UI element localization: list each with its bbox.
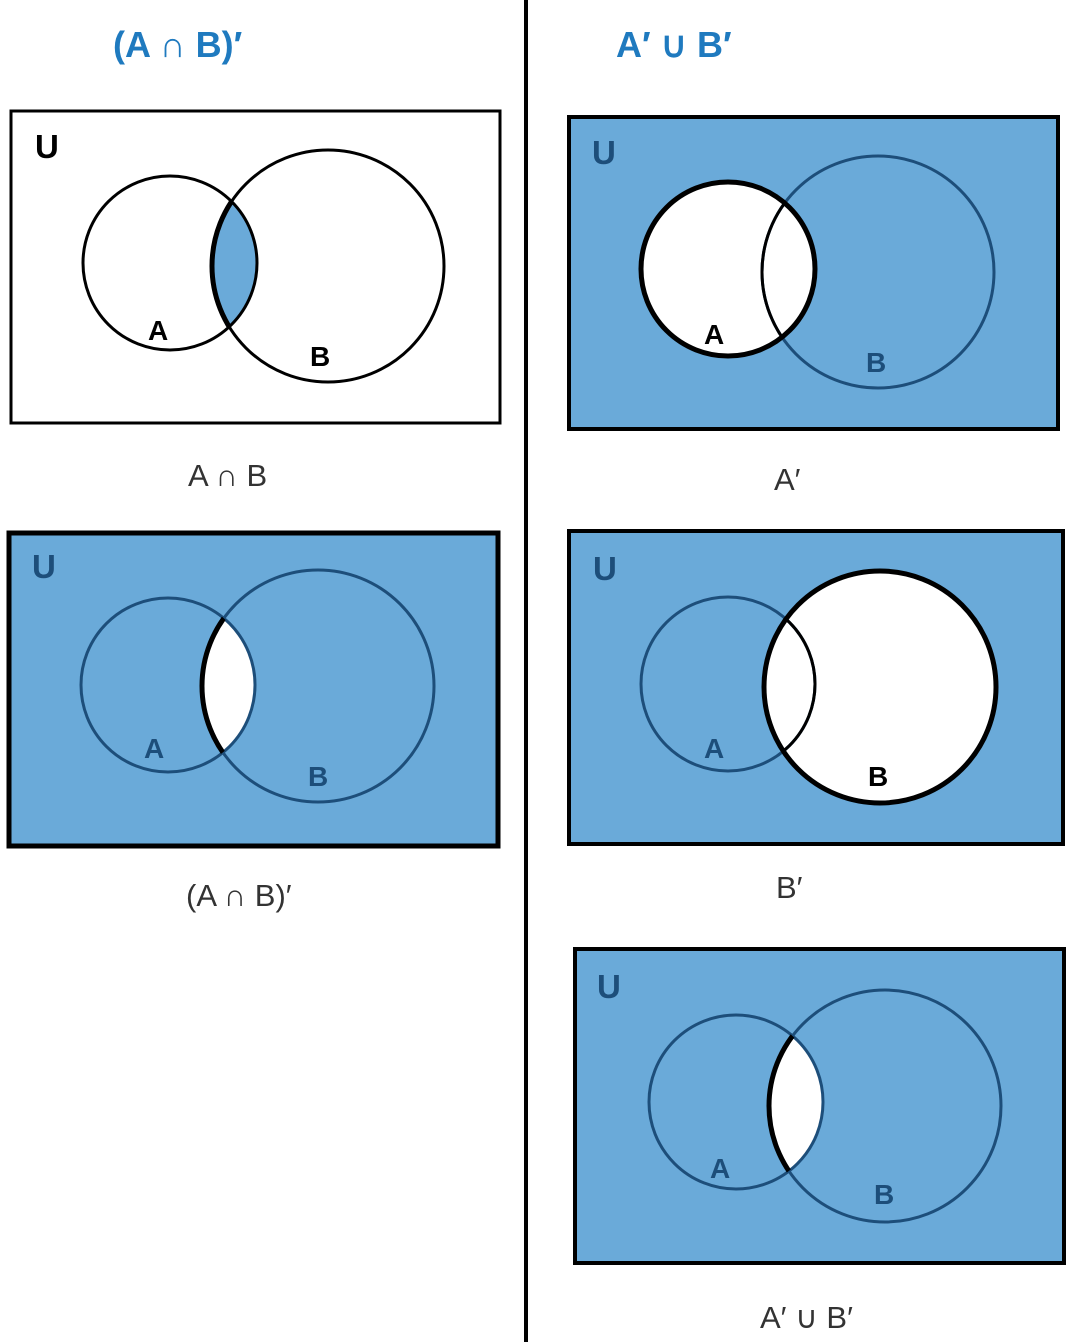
caption-intersection: A ∩ B [188,458,268,493]
set-b-label: B [868,761,888,792]
universe-label: U [35,128,59,165]
circle-a [638,179,818,359]
caption-complement-a: A′ [774,462,801,497]
set-b-label: B [866,347,886,378]
column-divider [524,0,528,1342]
set-a-label: A [144,733,164,764]
caption-union-of-complements: A′ ∪ B′ [760,1300,853,1335]
intersection-outline [209,176,257,350]
venn-complement-b: U A B [567,529,1065,846]
circle-a-inside-b [764,595,817,773]
circle-a [79,596,257,774]
venn-union-of-complements: U A B [573,947,1066,1265]
circle-b [761,568,999,806]
venn-complement-a: U A B [567,115,1060,431]
circle-a [81,174,259,352]
set-b-region [764,571,996,803]
universe-label: U [593,550,617,587]
set-a-label: A [704,319,724,350]
venn-intersection: U A B [9,109,502,425]
left-column-title: (A ∩ B)′ [113,24,243,65]
intersection-outline [766,1015,823,1189]
intersection-outline [199,598,255,772]
universe-label: U [32,548,56,585]
universe-label: U [592,134,616,171]
set-b-label: B [310,341,330,372]
caption-complement-b: B′ [776,870,803,905]
universe-rect [573,947,1066,1265]
circle-a [647,1013,825,1191]
right-column-title: A′ ∪ B′ [616,24,732,65]
set-a-label: A [710,1153,730,1184]
set-b-label: B [308,761,328,792]
venn-complement-of-intersection: U A B [6,530,501,849]
circle-b-inside-a [760,182,815,356]
set-a-label: A [148,315,168,346]
caption-complement-of-intersection: (A ∩ B)′ [186,878,292,913]
set-b-label: B [874,1179,894,1210]
universe-label: U [597,968,621,1005]
set-a-label: A [704,733,724,764]
